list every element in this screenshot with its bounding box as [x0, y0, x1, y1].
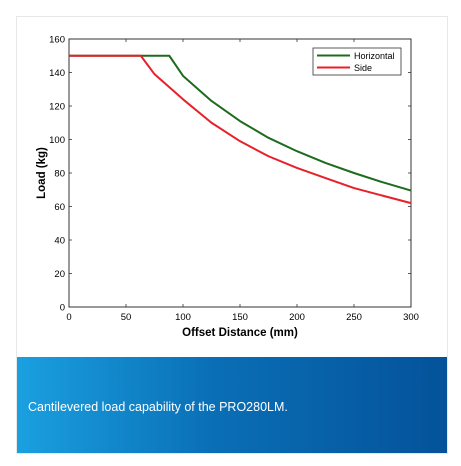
x-tick-label: 300 — [403, 312, 419, 323]
plot-frame — [68, 38, 412, 308]
y-tick-label: 0 — [60, 303, 65, 314]
x-axis-label: Offset Distance (mm) — [182, 327, 298, 339]
y-tick-label: 60 — [54, 202, 65, 213]
x-axis-ticks: 0 50 100 150 200 250 300 — [66, 39, 419, 323]
x-tick-label: 100 — [175, 312, 191, 323]
y-tick-label: 160 — [49, 35, 65, 46]
y-tick-label: 140 — [49, 68, 65, 79]
caption-bar: Cantilevered load capability of the PRO2… — [17, 357, 447, 453]
legend-box — [312, 47, 402, 76]
y-tick-label: 120 — [49, 102, 65, 113]
y-tick-label: 100 — [49, 135, 65, 146]
x-tick-label: 250 — [346, 312, 362, 323]
legend-label-horizontal: Horizontal — [354, 51, 395, 61]
y-axis-label: Load (kg) — [36, 147, 48, 199]
x-tick-label: 150 — [232, 312, 248, 323]
y-tick-label: 20 — [54, 269, 65, 280]
series-line-horizontal — [69, 54, 412, 192]
load-chart: 0 50 100 150 200 250 300 0 20 40 60 80 100 120 140 160… — [36, 35, 419, 340]
y-axis-ticks: 0 20 40 60 80 100 120 140 160 — [49, 35, 411, 314]
x-tick-label: 200 — [289, 312, 305, 323]
series-line-side — [69, 54, 412, 205]
figure-card: 0 50 100 150 200 250 300 0 20 40 60 80 100 120 140 160… — [16, 16, 448, 454]
series-layer — [69, 54, 412, 205]
x-tick-label: 50 — [121, 312, 132, 323]
legend: Horizontal Side — [312, 47, 402, 76]
y-tick-label: 40 — [54, 236, 65, 247]
chart-area: 0 50 100 150 200 250 300 0 20 40 60 80 100 120 140 160… — [17, 17, 447, 357]
legend-label-side: Side — [354, 63, 372, 73]
caption-text: Cantilevered load capability of the PRO2… — [28, 400, 288, 414]
x-tick-label: 0 — [66, 312, 71, 323]
y-tick-label: 80 — [54, 169, 65, 180]
